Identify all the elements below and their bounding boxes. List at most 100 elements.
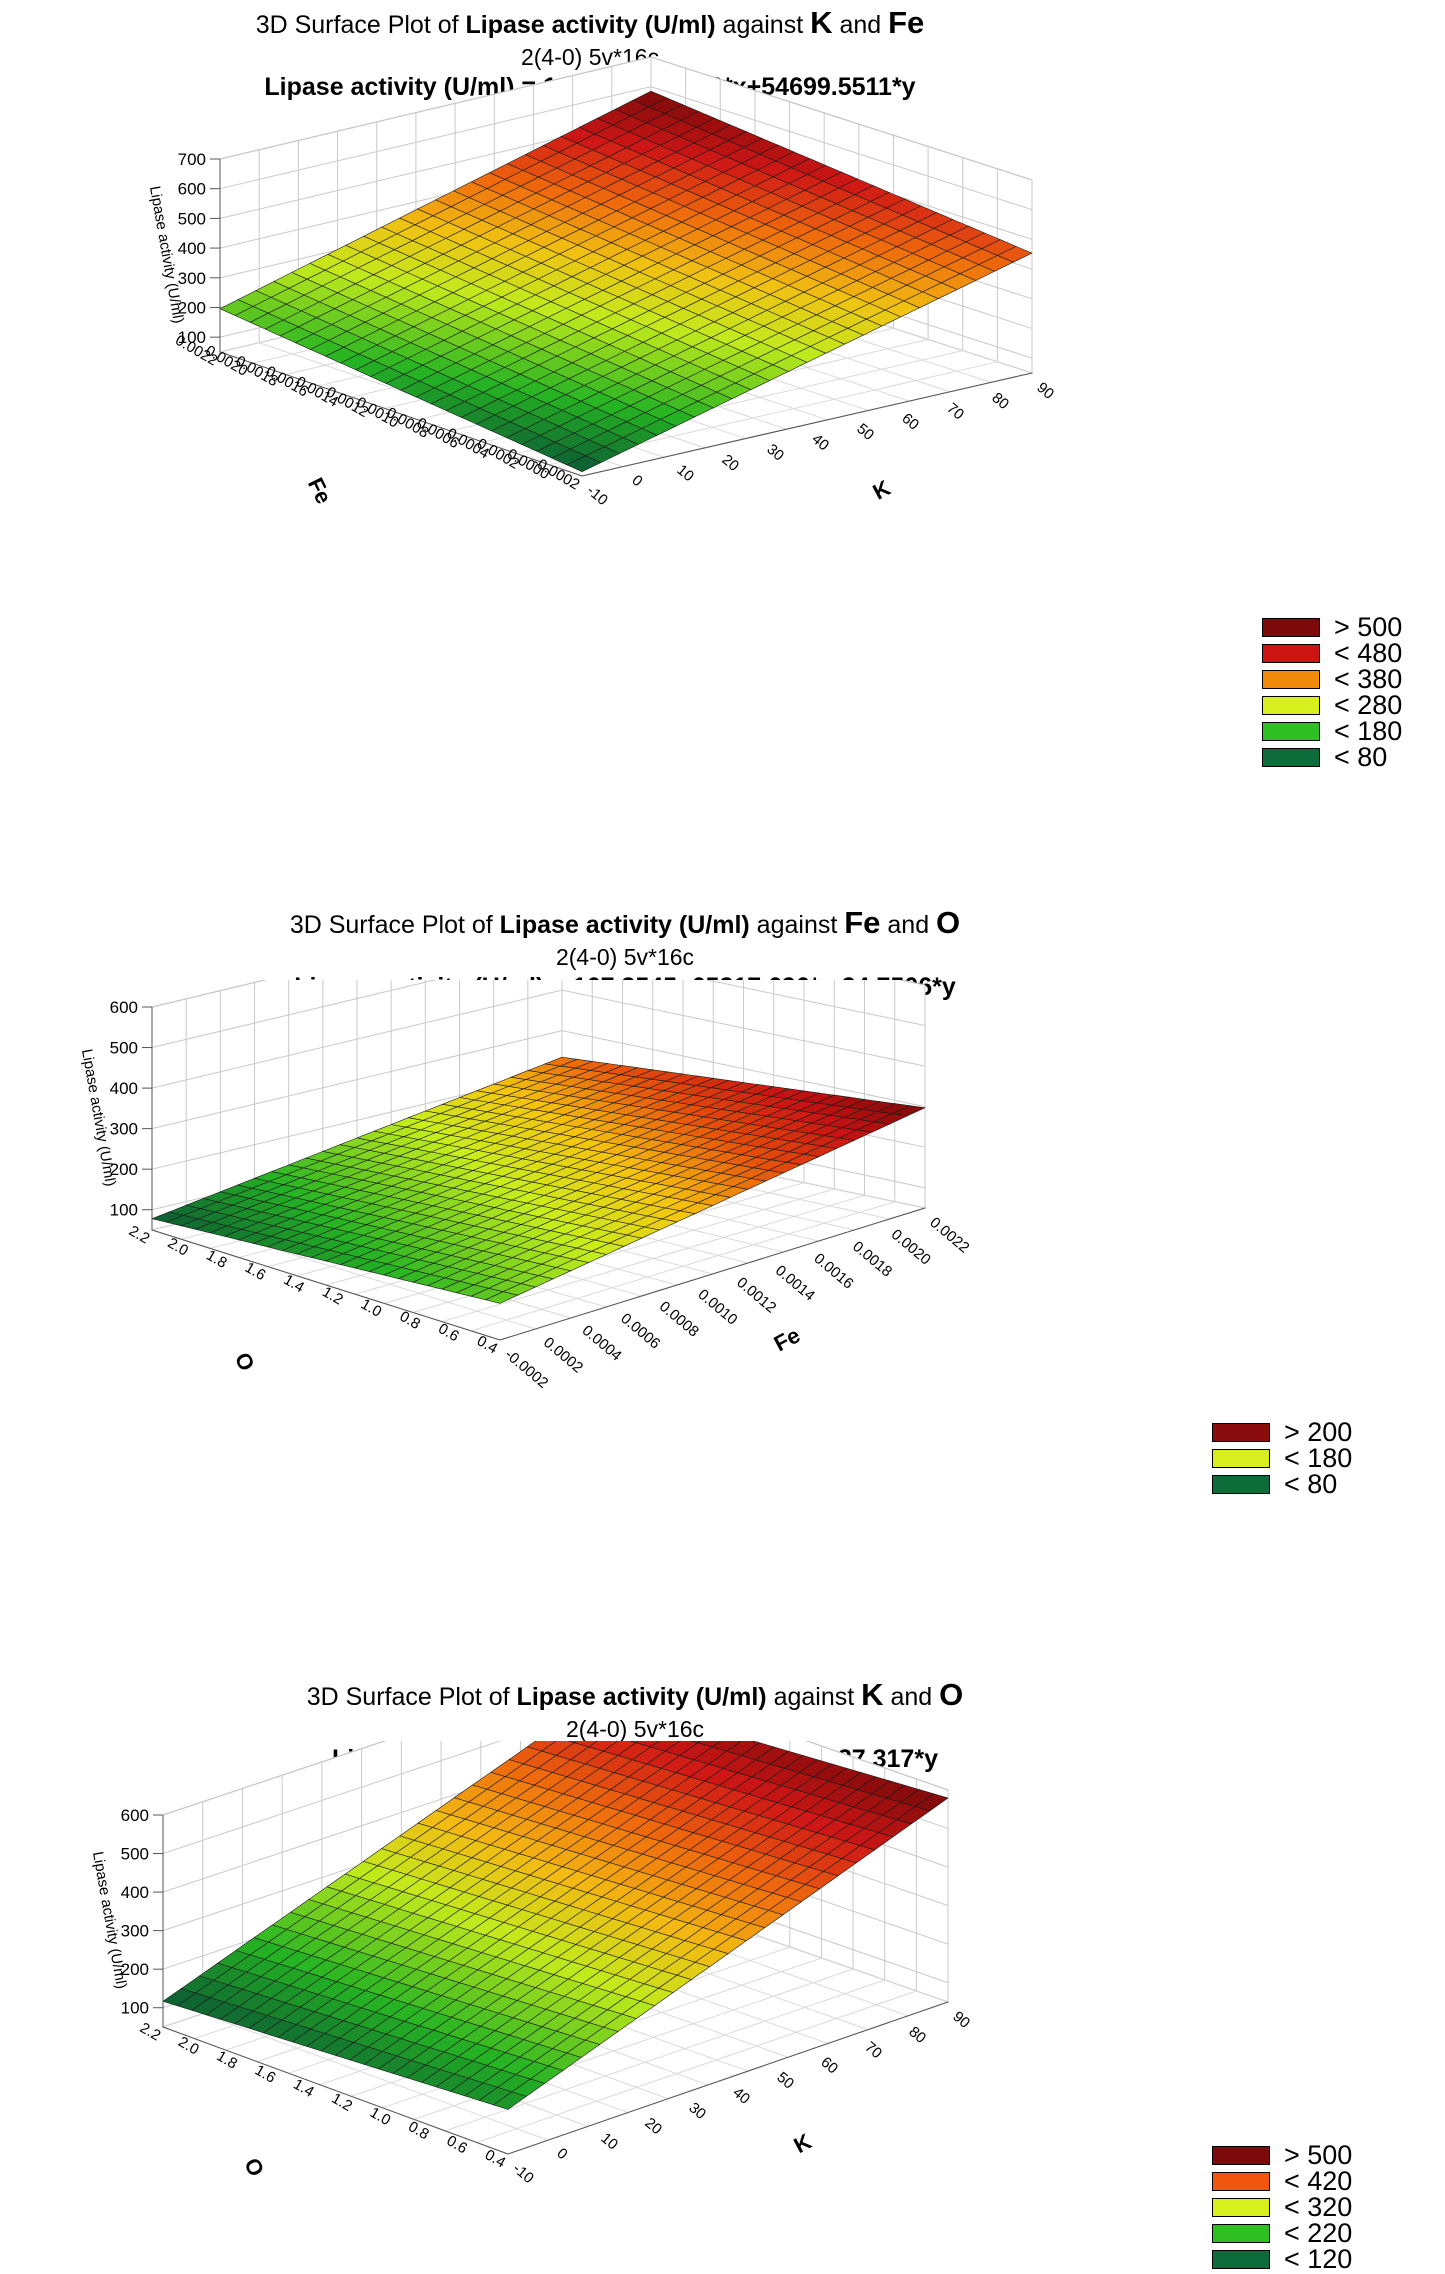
legend-item: < 280 — [1262, 690, 1403, 720]
legend-swatch — [1212, 2171, 1270, 2191]
legend-label: < 180 — [1284, 1443, 1353, 1473]
legend-swatch — [1262, 695, 1320, 715]
y-tick-label: 2.2 — [126, 1222, 153, 1247]
legend-item: < 120 — [1212, 2244, 1353, 2274]
surface-cell — [484, 1291, 519, 1304]
floor-gridline — [202, 2013, 549, 2141]
x-tick-label: 80 — [988, 389, 1012, 413]
chart-title-2: 3D Surface Plot of Lipase activity (U/ml… — [289, 905, 961, 940]
x-tick-label: 90 — [949, 2008, 973, 2032]
legend-item: < 180 — [1212, 1443, 1353, 1473]
z-tick-label: 100 — [178, 328, 206, 347]
legend-swatch — [1262, 747, 1320, 767]
legend-label: > 500 — [1334, 612, 1403, 642]
x-tick-label: 30 — [763, 441, 787, 465]
legend-item: > 500 — [1212, 2140, 1353, 2170]
x-tick-label: 20 — [641, 2114, 665, 2138]
chart-legend-3: > 500 < 420 < 320 < 220 < 120 — [1212, 2140, 1353, 2274]
surface-plot-2: 100 200 300 400 500 600 Lipase activity (U/ml)… — [78, 980, 973, 1392]
z-axis-label: Lipase activity (U/ml) — [78, 1048, 119, 1188]
chart-title-1: 3D Surface Plot of Lipase activity (U/ml… — [255, 5, 925, 40]
x-tick-label: 20 — [718, 451, 742, 475]
z-tick-label: 600 — [121, 1806, 149, 1825]
x-tick-label: 0.0008 — [656, 1298, 702, 1341]
legend-swatch — [1212, 1448, 1270, 1468]
x-tick-label: 0.0014 — [772, 1262, 818, 1305]
legend-label: < 80 — [1334, 742, 1388, 772]
z-axis-label: Lipase activity (U/ml) — [89, 1850, 130, 1990]
legend-item: < 420 — [1212, 2168, 1352, 2195]
legend-label: < 120 — [1284, 2244, 1353, 2274]
chart-legend-1: > 500 < 480 < 380 < 280 < 180 < 80 — [1262, 612, 1403, 772]
x-axis-label: K — [790, 2129, 816, 2159]
legend-item: < 320 — [1212, 2192, 1353, 2222]
y-axis-label: O — [239, 2154, 269, 2180]
surface-cell — [492, 2091, 527, 2110]
x-tick-label: 80 — [905, 2023, 929, 2047]
z-tick-label: 200 — [121, 1960, 149, 1979]
legend-item: < 80 — [1262, 742, 1402, 772]
z-tick-label: 500 — [178, 209, 206, 228]
z-tick-label: 300 — [121, 1922, 149, 1941]
x-tick-label: 60 — [817, 2054, 841, 2078]
legend-swatch — [1212, 2223, 1270, 2243]
y-axis-line — [162, 2026, 509, 2155]
legend-label: < 280 — [1334, 690, 1403, 720]
y-axis-line — [219, 351, 583, 477]
chart-title-3: 3D Surface Plot of Lipase activity (U/ml… — [306, 1677, 964, 1712]
legend-label: < 480 — [1334, 638, 1403, 668]
legend-swatch — [1262, 721, 1320, 741]
x-tick-label: 0.0018 — [849, 1238, 895, 1281]
floor-gridline — [445, 1979, 885, 2132]
z-tick-label: 300 — [110, 1120, 138, 1139]
x-tick-label: 70 — [861, 2038, 885, 2062]
x-tick-label: 10 — [597, 2130, 621, 2154]
y-tick-label: 2.2 — [137, 2019, 164, 2044]
x-tick-label: -10 — [509, 2160, 537, 2187]
z-tick-label: 600 — [110, 998, 138, 1017]
legend-label: < 320 — [1284, 2192, 1353, 2222]
z-tick-label: 700 — [178, 150, 206, 169]
legend-label: < 220 — [1284, 2218, 1353, 2248]
z-tick-label: 500 — [110, 1039, 138, 1058]
x-tick-label: 90 — [1033, 379, 1057, 403]
x-tick-label: 10 — [673, 461, 697, 485]
z-tick-label: 100 — [121, 1999, 149, 2018]
legend-label: > 500 — [1284, 2140, 1353, 2170]
legend-item: < 180 — [1262, 716, 1403, 746]
legend-label: > 200 — [1284, 1417, 1353, 1447]
x-tick-label: 0.0010 — [695, 1286, 741, 1329]
chart-design-3: 2(4-0) 5v*16c — [565, 1715, 705, 1742]
x-tick-label: -10 — [583, 482, 611, 509]
x-tick-label: 0.0002 — [540, 1334, 586, 1377]
floor-gridline — [476, 1990, 917, 2143]
legend-item: < 220 — [1212, 2218, 1353, 2248]
x-tick-label: 0.0006 — [617, 1310, 663, 1353]
legend-label: < 380 — [1334, 664, 1403, 694]
legend-label: < 180 — [1334, 716, 1403, 746]
surface-cell — [566, 455, 602, 473]
legend-item: > 500 — [1262, 612, 1403, 642]
x-tick-label: 0.0004 — [579, 1322, 625, 1365]
z-tick-label: 200 — [178, 298, 206, 317]
x-axis-label: Fe — [770, 1322, 804, 1356]
x-tick-label: 0.0016 — [811, 1250, 857, 1293]
legend-swatch — [1212, 1474, 1270, 1494]
x-tick-label: 50 — [853, 420, 877, 444]
x-tick-label: -0.0002 — [501, 1346, 551, 1392]
chart-design-2: 2(4-0) 5v*16c — [555, 943, 695, 970]
legend-swatch — [1212, 2249, 1270, 2269]
y-axis-line — [151, 1229, 501, 1341]
x-tick-label: 50 — [773, 2069, 797, 2093]
legend-label: < 80 — [1284, 1469, 1338, 1499]
y-axis-label: Fe — [303, 474, 337, 508]
z-tick-label: 300 — [178, 269, 206, 288]
legend-swatch — [1262, 643, 1320, 663]
x-axis-line — [499, 1207, 926, 1341]
chart-legend-2: > 200 < 180 < 80 — [1212, 1417, 1353, 1499]
x-tick-label: 40 — [729, 2084, 753, 2108]
x-tick-label: 40 — [808, 431, 832, 455]
legend-item: > 200 — [1212, 1417, 1353, 1447]
